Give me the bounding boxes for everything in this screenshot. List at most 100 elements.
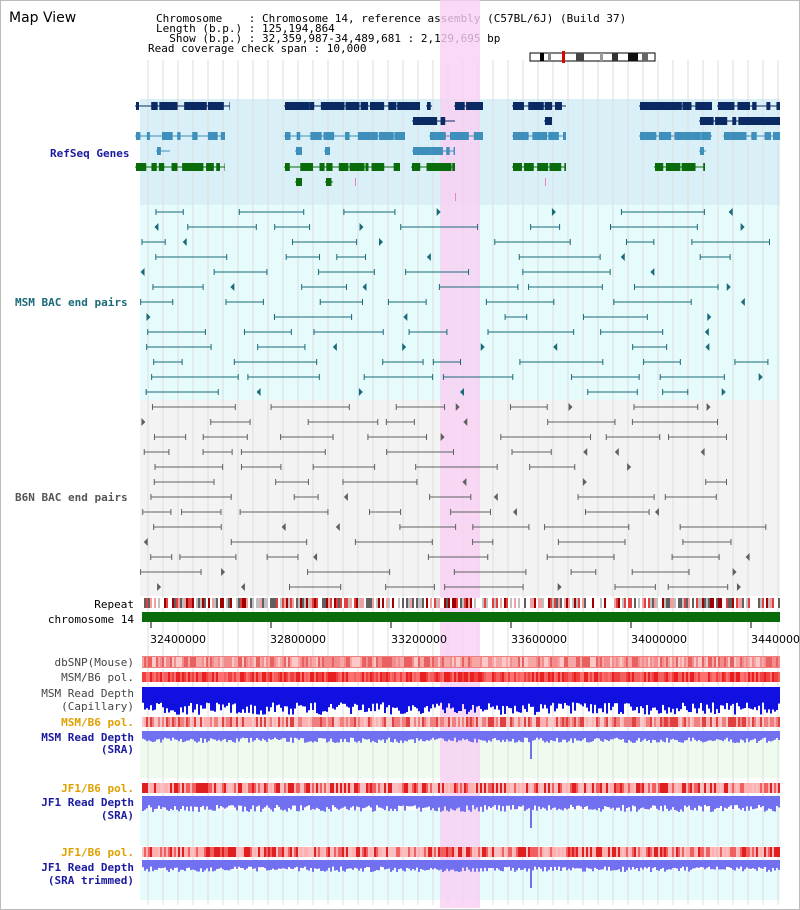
jf1-trimmed-depth	[404, 860, 406, 872]
msm-sra-depth	[258, 731, 260, 740]
msm-pol-cell	[440, 672, 442, 682]
dbsnp-cell	[212, 657, 214, 667]
jf1-sra-depth	[754, 796, 756, 809]
jf1-sra-depth	[346, 796, 348, 810]
msm-pol-cell	[622, 672, 624, 682]
repeat-cell	[732, 598, 734, 608]
dbsnp-cell	[262, 657, 264, 667]
label-b6n-bac[interactable]: B6N BAC end pairs	[15, 491, 128, 504]
gene-row-5-exon	[412, 163, 421, 171]
jf1-sra-depth	[396, 796, 398, 812]
msm-capillary-depth	[592, 687, 594, 714]
msm-pol-cell	[602, 672, 604, 682]
dbsnp-cell	[608, 657, 610, 667]
jf1-trimmed-depth	[252, 860, 254, 869]
jf1-trimmed-depth	[502, 860, 504, 872]
gene-row-3-strand	[429, 132, 433, 140]
msm-pol2-cell	[732, 717, 734, 727]
gene-row-1-exon	[229, 102, 230, 110]
repeat-cell	[172, 598, 174, 608]
msm-capillary-depth	[526, 687, 528, 712]
dbsnp-cell	[198, 657, 200, 667]
repeat-cell	[252, 598, 254, 608]
dbsnp-cell	[174, 657, 176, 667]
jf1-sra-depth	[746, 796, 748, 807]
msm-sra-depth	[608, 731, 610, 742]
dbsnp-cell	[722, 657, 724, 667]
msm-capillary-depth	[320, 687, 322, 715]
dbsnp-cell	[506, 657, 508, 667]
jf1-pol2-cell	[772, 847, 774, 857]
msm-sra-depth	[366, 731, 368, 740]
dbsnp-cell	[220, 657, 222, 667]
dbsnp-cell	[310, 657, 312, 667]
jf1-pol-cell	[614, 783, 616, 793]
jf1-pol2-cell	[242, 847, 244, 857]
jf1-sra-depth	[328, 796, 330, 809]
jf1-sra-depth	[558, 796, 560, 809]
jf1-pol-cell	[158, 783, 160, 793]
msm-capillary-depth	[180, 687, 182, 708]
dbsnp-cell	[178, 657, 180, 667]
msm-pol2-cell	[482, 717, 484, 727]
dbsnp-cell	[300, 657, 302, 667]
label-msm-bac[interactable]: MSM BAC end pairs	[15, 296, 128, 309]
b6n-bac-pair-singleton	[745, 553, 750, 561]
gene-row-3-exon	[450, 132, 464, 140]
jf1-pol-cell	[302, 783, 304, 793]
msm-pol2-cell	[392, 717, 394, 727]
msm-pol-cell	[590, 672, 592, 682]
msm-pol-cell	[694, 672, 696, 682]
gene-row-5-exon	[440, 163, 452, 171]
repeat-cell	[468, 598, 470, 608]
msm-pol2-cell	[422, 717, 424, 727]
jf1-sra-depth	[554, 796, 556, 808]
jf1-pol-cell	[142, 783, 144, 793]
msm-pol2-cell	[372, 717, 374, 727]
msm-pol2-cell	[704, 717, 706, 727]
jf1-trimmed-depth	[312, 860, 314, 872]
jf1-sra-depth	[428, 796, 430, 807]
dbsnp-cell	[362, 657, 364, 667]
jf1-pol2-cell	[508, 847, 510, 857]
jf1-pol-cell	[434, 783, 436, 793]
jf1-sra-depth	[578, 796, 580, 806]
jf1-trimmed-depth	[480, 860, 482, 869]
dbsnp-cell	[350, 657, 352, 667]
msm-sra-depth	[214, 731, 216, 740]
msm-pol2-cell	[308, 717, 310, 727]
jf1-sra-depth	[556, 796, 558, 811]
msm-sra-depth	[762, 731, 764, 739]
msm-pol2-cell	[542, 717, 544, 727]
repeat-cell	[398, 598, 400, 608]
repeat-cell	[580, 598, 582, 608]
dbsnp-cell	[542, 657, 544, 667]
jf1-pol-cell	[210, 783, 212, 793]
jf1-sra-depth	[468, 796, 470, 811]
jf1-trimmed-depth	[624, 860, 626, 872]
msm-capillary-depth	[544, 687, 546, 705]
msm-sra-depth	[204, 731, 206, 739]
msm-sra-depth	[534, 731, 536, 740]
msm-sra-depth	[760, 731, 762, 740]
jf1-trimmed-depth	[304, 860, 306, 867]
label-refseq-genes[interactable]: RefSeq Genes	[50, 147, 130, 160]
gene-row-3-exon	[532, 132, 548, 140]
jf1-pol2-cell	[300, 847, 302, 857]
msm-pol-cell	[740, 672, 742, 682]
msm-sra-depth	[478, 731, 480, 740]
msm-sra-depth	[330, 731, 332, 739]
jf1-sra-depth	[614, 796, 616, 811]
jf1-pol2-cell	[672, 847, 674, 857]
msm-capillary-depth	[454, 687, 456, 713]
ideogram-position	[562, 51, 565, 63]
msm-capillary-depth	[250, 687, 252, 705]
gene-row-2-exon	[774, 117, 780, 125]
msm-sra-depth	[746, 731, 748, 739]
jf1-sra-depth	[166, 796, 168, 811]
repeat-cell	[598, 598, 600, 608]
dbsnp-cell	[674, 657, 676, 667]
repeat-cell	[674, 598, 676, 608]
repeat-cell	[386, 598, 388, 608]
